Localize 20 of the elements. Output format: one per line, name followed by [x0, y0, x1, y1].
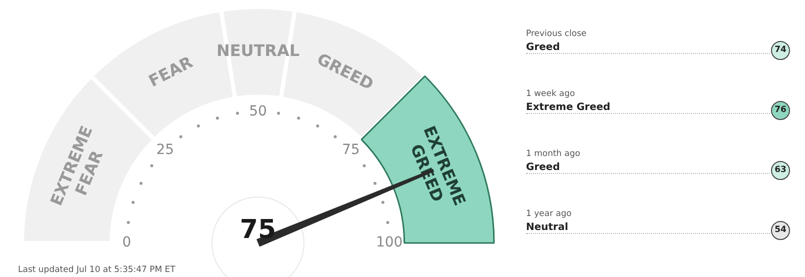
text: 50 [249, 103, 267, 120]
text: Previous close [526, 29, 587, 39]
data-label: 63 [771, 161, 790, 180]
text: 75 [342, 142, 360, 158]
data-label: 74 [771, 41, 790, 60]
category-label: Greed [526, 162, 563, 173]
data-label: 76 [771, 101, 790, 120]
text: Last updated Jul 10 at 5:35:47 PM ET [18, 265, 176, 276]
text: 75 [240, 214, 276, 245]
text: 100 [376, 234, 403, 251]
category-label: Greed [526, 42, 563, 53]
category-label: Neutral [526, 222, 572, 233]
slice-label: NEUTRAL [216, 40, 300, 60]
text: 1 month ago [526, 149, 580, 159]
text: 1 year ago [526, 209, 572, 219]
data-label: 54 [771, 221, 790, 240]
text: 1 week ago [526, 89, 575, 99]
text: 25 [156, 142, 174, 158]
category-label: Extreme Greed [526, 102, 614, 113]
text: 0 [122, 234, 132, 251]
